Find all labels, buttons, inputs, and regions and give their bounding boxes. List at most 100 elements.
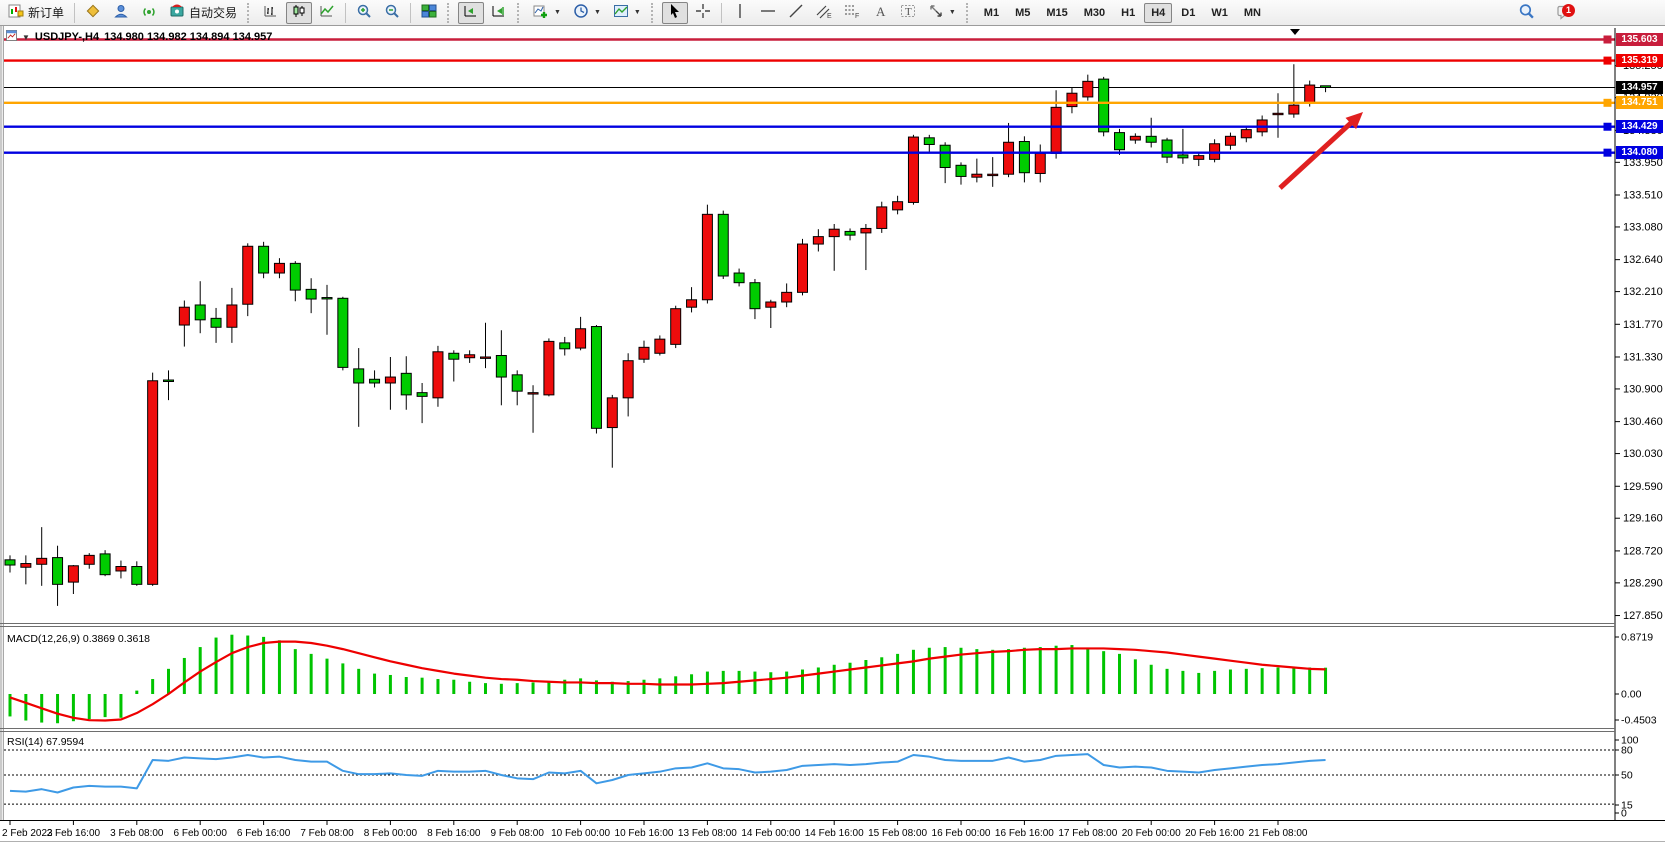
chart-shift-button[interactable] (486, 2, 512, 24)
zoom-out-icon (384, 3, 400, 22)
chart-symbol-label: USDJPY-,H4 (34, 31, 100, 43)
fibonacci-button[interactable]: F (839, 2, 865, 24)
svg-text:133.510: 133.510 (1623, 190, 1663, 202)
svg-text:E: E (827, 13, 832, 19)
chart-ohlc-values: 134.980 134.982 134.894 134.957 (104, 31, 273, 43)
timeframe-button-H4[interactable]: H4 (1144, 2, 1173, 23)
toolbar-grip[interactable] (447, 2, 452, 23)
bar-chart-button[interactable] (258, 2, 284, 24)
svg-text:130.460: 130.460 (1623, 416, 1663, 428)
dropdown-caret-icon: ▼ (948, 9, 956, 16)
arrows-icon (928, 3, 944, 22)
search-button[interactable] (1513, 2, 1540, 24)
indicators-button[interactable]: ▼ (528, 2, 566, 24)
zoom-out-button[interactable] (379, 2, 405, 24)
time-axis-label: 14 Feb 16:00 (805, 828, 864, 839)
svg-text:132.210: 132.210 (1623, 286, 1663, 298)
time-axis-label: 10 Feb 00:00 (551, 828, 610, 839)
tile-windows-button[interactable] (416, 2, 442, 24)
label-icon: T (900, 3, 916, 22)
timeframe-button-H1[interactable]: H1 (1114, 3, 1142, 23)
time-axis-label: 6 Feb 16:00 (237, 828, 291, 839)
zoom-in-icon (356, 3, 372, 22)
vertical-line-button[interactable] (727, 2, 753, 24)
new-order-label: 新订单 (28, 6, 65, 20)
separator (720, 2, 722, 23)
svg-text:80: 80 (1621, 745, 1633, 757)
templates-icon (613, 3, 629, 22)
timeframe-button-D1[interactable]: D1 (1174, 3, 1202, 23)
timeframe-button-M1[interactable]: M1 (977, 3, 1006, 23)
new-order-button[interactable]: 新订单 (3, 2, 69, 24)
notifications-button[interactable]: 1 (1552, 2, 1576, 24)
svg-text:127.850: 127.850 (1623, 610, 1663, 622)
toolbar-grip[interactable] (650, 2, 656, 23)
horizontal-line-button[interactable] (755, 2, 781, 24)
time-axis[interactable] (0, 820, 1665, 843)
time-axis-label: 13 Feb 08:00 (678, 828, 737, 839)
signal-button[interactable] (136, 2, 162, 24)
svg-text:F: F (855, 13, 859, 19)
svg-text:0.00: 0.00 (1621, 689, 1642, 701)
time-axis-label: 16 Feb 00:00 (932, 828, 991, 839)
templates-button[interactable]: ▼ (608, 2, 646, 24)
timeframe-button-M5[interactable]: M5 (1008, 3, 1037, 23)
timeframe-button-M30[interactable]: M30 (1077, 3, 1112, 23)
svg-text:128.290: 128.290 (1623, 577, 1663, 589)
price-axis[interactable] (1615, 26, 1665, 820)
chart-info: ▼ USDJPY-,H4 134.980 134.982 134.894 134… (6, 30, 272, 44)
time-axis-label: 20 Feb 16:00 (1185, 828, 1244, 839)
price-chart-canvas[interactable]: 135.250134.820134.380133.950133.510133.0… (0, 26, 1665, 843)
svg-text:130.030: 130.030 (1623, 448, 1663, 460)
auto-scroll-button[interactable] (458, 1, 485, 24)
crosshair-button[interactable] (690, 2, 716, 24)
time-axis-label: 20 Feb 00:00 (1122, 828, 1181, 839)
svg-text:15: 15 (1621, 800, 1633, 812)
time-axis-label: 3 Feb 08:00 (110, 828, 164, 839)
profile-button[interactable] (108, 2, 134, 24)
toolbar: 新订单 自动交易 (0, 0, 1665, 26)
toolbar-grip[interactable] (517, 2, 522, 23)
signal-icon (141, 3, 157, 22)
svg-text:130.900: 130.900 (1623, 383, 1663, 395)
channel-button[interactable]: E (811, 2, 837, 24)
svg-text:131.770: 131.770 (1623, 319, 1663, 331)
auto-trading-label: 自动交易 (189, 6, 238, 20)
time-axis-label: 17 Feb 08:00 (1058, 828, 1117, 839)
time-axis-label: 21 Feb 08:00 (1249, 828, 1308, 839)
gold-badge-button[interactable] (80, 2, 106, 24)
dropdown-caret-icon: ▼ (633, 9, 641, 16)
svg-text:128.720: 128.720 (1623, 545, 1663, 557)
cursor-button[interactable] (661, 1, 688, 24)
toolbar-grip[interactable] (247, 2, 252, 23)
timeframe-button-MN[interactable]: MN (1237, 3, 1268, 23)
toolbar-grip[interactable] (965, 2, 971, 23)
svg-text:0: 0 (1621, 808, 1627, 820)
candle-chart-button[interactable] (286, 1, 313, 24)
timeframe-button-M15[interactable]: M15 (1039, 3, 1074, 23)
notification-badge: 1 (1562, 4, 1575, 17)
search-icon (1518, 3, 1535, 23)
time-axis-label: 16 Feb 16:00 (995, 828, 1054, 839)
line-chart-button[interactable] (314, 2, 340, 24)
price-line-badge: 135.319 (1616, 54, 1663, 68)
periods-button[interactable]: ▼ (568, 2, 606, 24)
crosshair-icon (695, 3, 711, 22)
price-line-badge: 134.751 (1616, 96, 1663, 110)
vertical-line-icon (732, 3, 748, 22)
timeframe-button-W1[interactable]: W1 (1204, 3, 1235, 23)
text-button[interactable]: A (867, 2, 893, 24)
svg-text:133.950: 133.950 (1623, 157, 1663, 169)
collapse-icon[interactable]: ▼ (22, 32, 30, 42)
time-axis-label: 9 Feb 08:00 (491, 828, 545, 839)
fibonacci-icon: F (844, 3, 860, 22)
label-button[interactable]: T (895, 2, 921, 24)
chart-window-icon (6, 30, 17, 44)
auto-trading-button[interactable]: 自动交易 (164, 2, 242, 24)
trendline-button[interactable] (783, 2, 809, 24)
arrows-button[interactable]: ▼ (923, 2, 961, 24)
trendline-icon (788, 3, 804, 22)
svg-text:132.640: 132.640 (1623, 254, 1663, 266)
zoom-in-button[interactable] (351, 2, 377, 24)
